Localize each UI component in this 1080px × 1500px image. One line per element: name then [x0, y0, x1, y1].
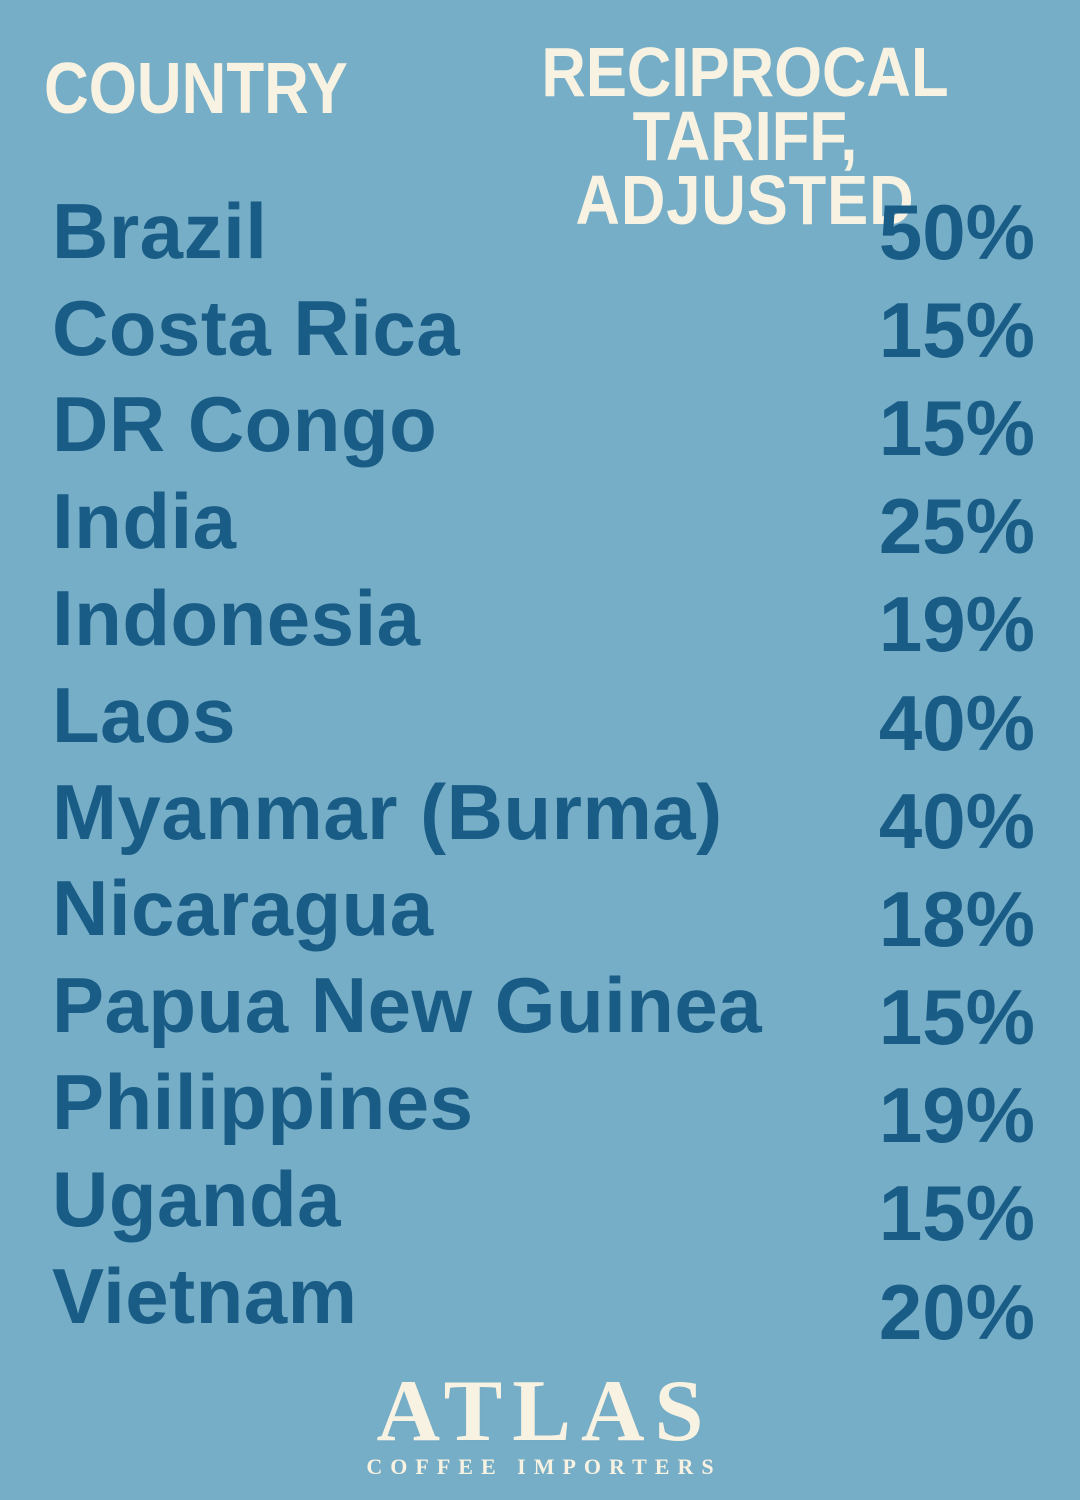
atlas-logo: ATLAS	[376, 1363, 714, 1460]
country-name: Philippines	[52, 1058, 474, 1147]
country-name: Nicaragua	[52, 864, 434, 953]
tariff-column-header-line1: RECIPROCAL TARIFF,	[541, 33, 949, 175]
atlas-logo-subtitle: COFFEE IMPORTERS	[366, 1454, 722, 1479]
tariff-value: 19%	[878, 580, 1035, 669]
country-name: Indonesia	[52, 574, 421, 663]
country-name: Myanmar (Burma)	[52, 767, 723, 856]
tariff-value: 18%	[878, 874, 1035, 963]
tariff-value: 19%	[878, 1071, 1035, 1160]
tariff-value: 50%	[878, 187, 1035, 276]
tariff-value: 25%	[878, 482, 1035, 571]
tariff-value: 20%	[878, 1267, 1035, 1356]
country-name: Papua New Guinea	[52, 961, 763, 1050]
footer: ATLAS COFFEE IMPORTERS	[0, 1363, 1080, 1480]
tariff-value: 15%	[878, 1169, 1035, 1258]
country-column: Brazil Costa Rica DR Congo India Indones…	[52, 183, 872, 1345]
country-name: Vietnam	[52, 1251, 358, 1340]
country-column-header: COUNTRY	[44, 49, 348, 129]
tariff-value: 40%	[878, 776, 1035, 865]
tariff-value: 40%	[878, 678, 1035, 767]
tariff-value: 15%	[878, 285, 1035, 374]
tariff-column-header-line2: ADJUSTED	[575, 161, 915, 239]
country-name: Uganda	[52, 1154, 342, 1243]
tariff-column: 50% 15% 15% 25% 19% 40% 40% 18% 15% 19% …	[735, 183, 1035, 1361]
tariff-column-header: RECIPROCAL TARIFF, ADJUSTED	[468, 33, 1022, 239]
country-name: India	[52, 477, 237, 566]
country-name: Laos	[52, 670, 237, 759]
country-name: Brazil	[52, 186, 268, 275]
tariff-value: 15%	[878, 383, 1035, 472]
tariff-value: 15%	[878, 973, 1035, 1062]
country-name: DR Congo	[52, 380, 438, 469]
country-name: Costa Rica	[52, 283, 461, 372]
